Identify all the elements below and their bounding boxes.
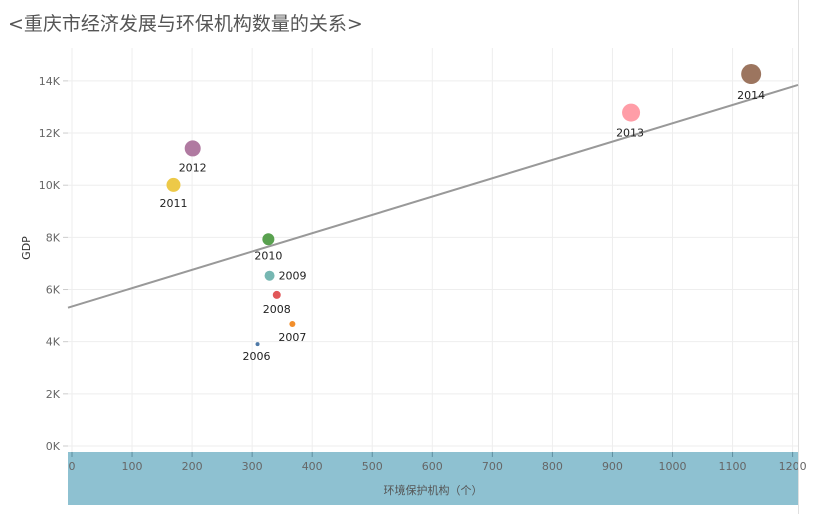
y-tick-label: 4K [46, 336, 61, 349]
data-point-2014[interactable] [741, 64, 762, 85]
y-tick-label: 10K [39, 179, 61, 192]
x-tick-label: 300 [242, 460, 263, 473]
data-point-2008[interactable] [272, 290, 281, 299]
x-tick-label: 1000 [659, 460, 687, 473]
y-tick-label: 12K [39, 127, 61, 140]
data-label-2012: 2012 [179, 161, 207, 174]
data-label-2010: 2010 [254, 249, 282, 262]
y-tick-label: 2K [46, 388, 61, 401]
plot-background [68, 48, 798, 452]
x-tick-label: 0 [69, 460, 76, 473]
y-tick-label: 6K [46, 284, 61, 297]
y-tick-label: 8K [46, 231, 61, 244]
data-label-2011: 2011 [159, 197, 187, 210]
x-tick-label: 1200 [779, 460, 807, 473]
data-label-2014: 2014 [737, 89, 765, 102]
data-point-2009[interactable] [264, 270, 275, 281]
y-tick-label: 0K [46, 440, 61, 453]
x-axis-ticks: 0 100 200 300 400 500 600 700 800 900 1000 1100 1200 [69, 452, 807, 473]
data-label-2013: 2013 [616, 127, 644, 140]
x-tick-label: 800 [542, 460, 563, 473]
trend-line [67, 84, 799, 309]
data-label-2006: 2006 [243, 350, 271, 363]
data-point-2013[interactable] [622, 103, 641, 122]
data-label-2008: 2008 [263, 303, 291, 316]
grid-lines [68, 48, 798, 452]
data-label-2007: 2007 [278, 331, 306, 344]
x-tick-label: 1100 [719, 460, 747, 473]
x-tick-label: 900 [602, 460, 623, 473]
data-point-2007[interactable] [289, 321, 296, 328]
data-point-2010[interactable] [262, 233, 275, 246]
x-tick-label: 700 [482, 460, 503, 473]
x-tick-label: 100 [122, 460, 143, 473]
x-tick-label: 600 [422, 460, 443, 473]
y-tick-label: 14K [39, 75, 61, 88]
x-tick-label: 200 [182, 460, 203, 473]
x-tick-label: 400 [302, 460, 323, 473]
chart-title: <重庆市经济发展与环保机构数量的关系> [8, 13, 363, 35]
x-tick-label: 500 [362, 460, 383, 473]
x-axis-band[interactable] [68, 452, 798, 505]
x-axis-label: 环境保护机构（个） [384, 483, 483, 497]
data-label-2009: 2009 [279, 270, 307, 283]
data-point-2012[interactable] [184, 140, 201, 157]
data-points: 2006 2007 2008 2009 2010 2011 2012 2013 2014 [159, 64, 765, 363]
y-axis-ticks: 0K 2K 4K 6K 8K 10K 12K 14K [39, 75, 68, 453]
data-point-2011[interactable] [166, 177, 181, 192]
data-point-2006[interactable] [255, 342, 260, 347]
y-axis-label: GDP [20, 236, 33, 260]
